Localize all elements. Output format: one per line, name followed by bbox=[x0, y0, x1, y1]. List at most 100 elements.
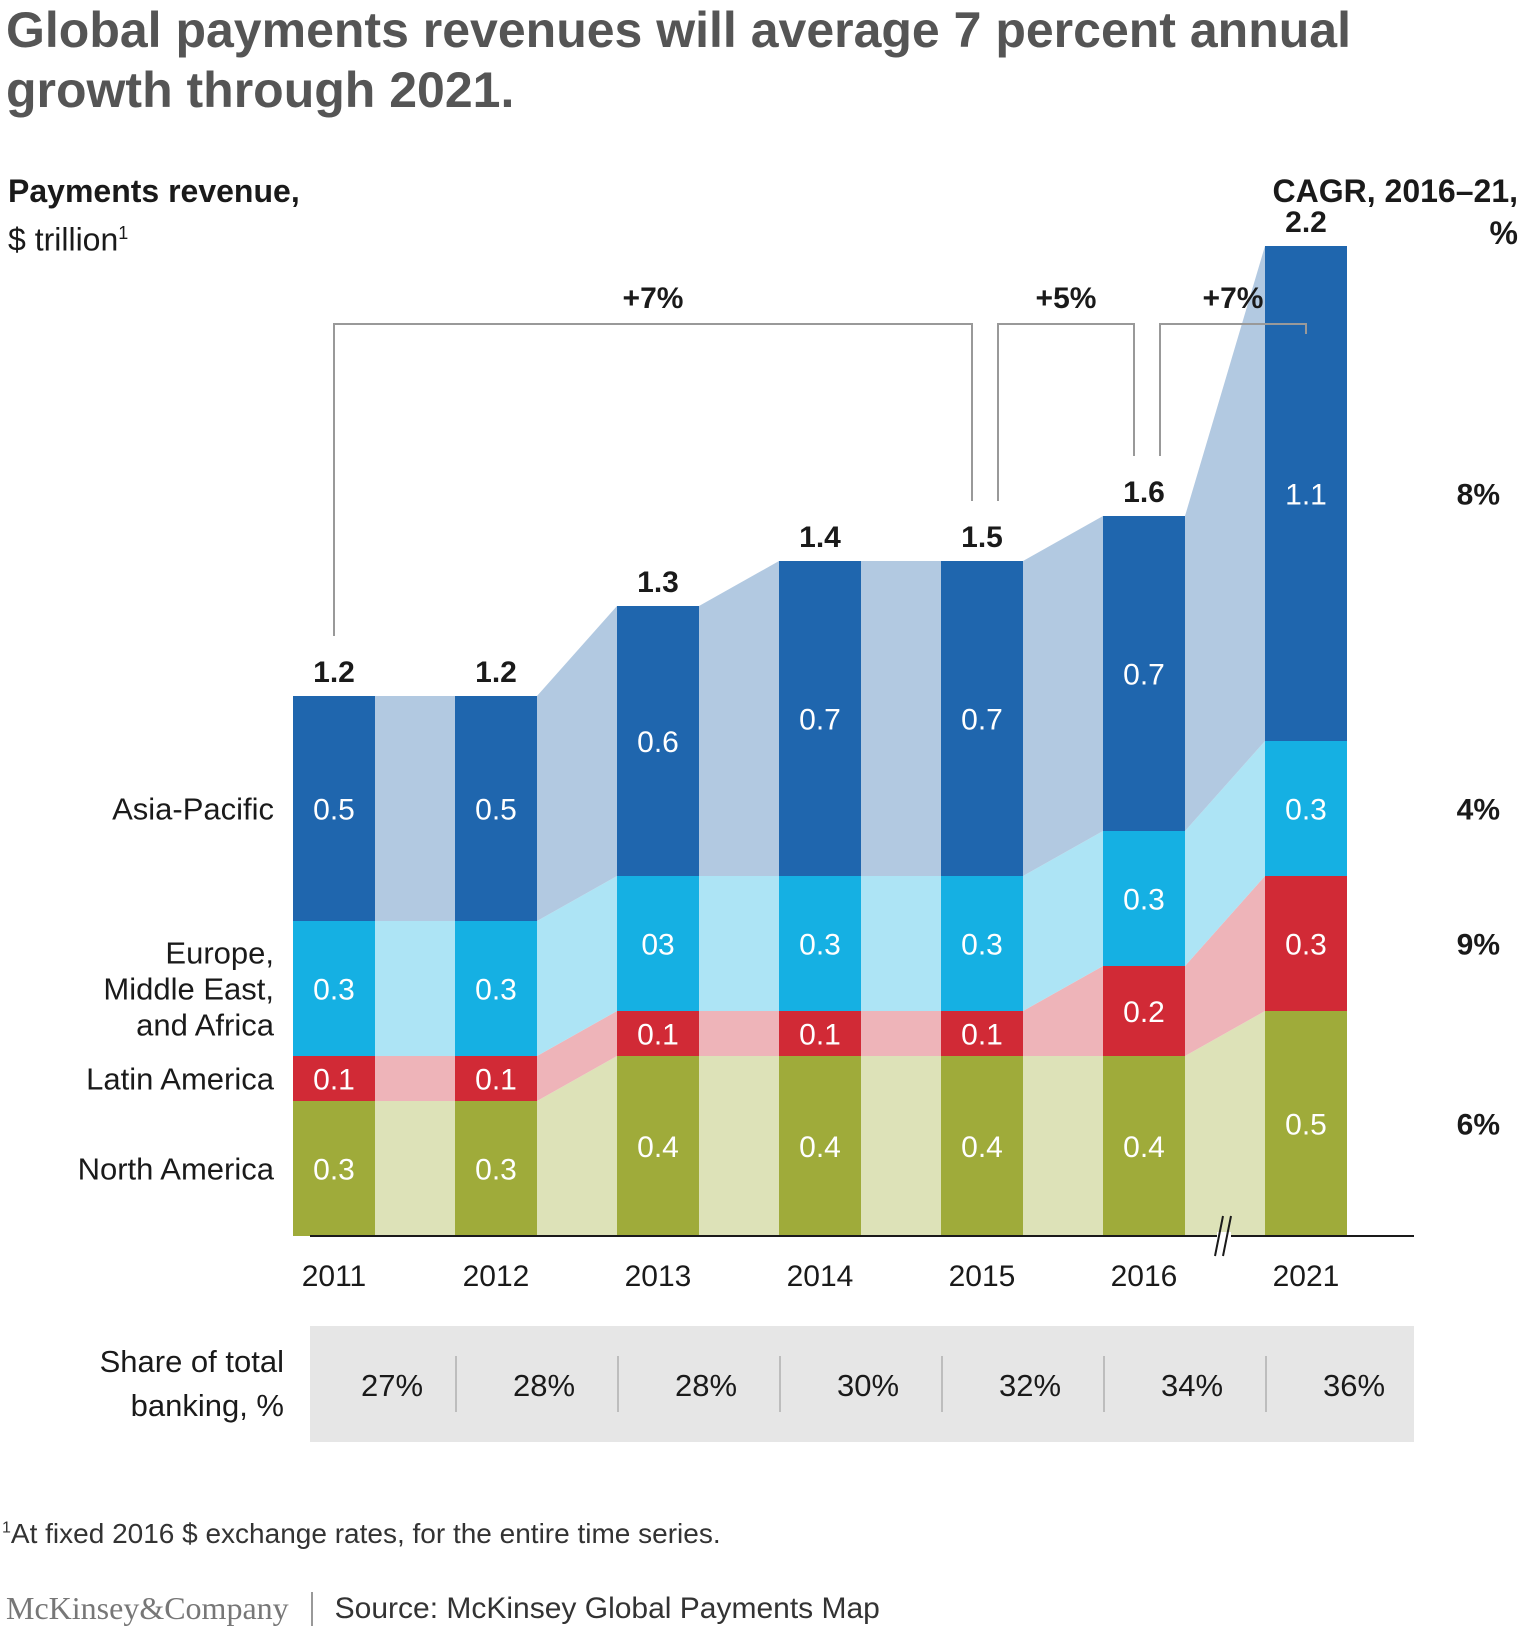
cagr-latin-america: 9% bbox=[1457, 929, 1500, 962]
share-table-background bbox=[310, 1326, 1414, 1442]
footer: McKinsey&Company Source: McKinsey Global… bbox=[6, 1590, 880, 1627]
band-latin-america-2015 bbox=[1023, 966, 1103, 1056]
share-value-2016: 34% bbox=[1161, 1368, 1223, 1403]
axis-break-mark bbox=[1222, 1215, 1232, 1257]
band-latin-america-2016 bbox=[1185, 876, 1265, 1056]
bar-latin-america-2012 bbox=[455, 1056, 537, 1101]
cagr-north-america: 6% bbox=[1457, 1109, 1500, 1142]
data-label-north-america-2013: 0.4 bbox=[637, 1131, 679, 1164]
bar-latin-america-2013 bbox=[617, 1011, 699, 1056]
data-label-north-america-2016: 0.4 bbox=[1123, 1131, 1165, 1164]
growth-bracket bbox=[997, 323, 1135, 501]
band-asia-pacific-2012 bbox=[537, 606, 617, 921]
source-text: Source: McKinsey Global Payments Map bbox=[334, 1591, 880, 1625]
axis-break-mark bbox=[1214, 1215, 1224, 1257]
bar-europe--2012 bbox=[455, 921, 537, 1056]
footer-divider bbox=[310, 1591, 313, 1626]
bar-asia-pacific-2012 bbox=[455, 696, 537, 921]
bar-north-america-2013 bbox=[617, 1056, 699, 1236]
bar-europe--2015 bbox=[941, 876, 1023, 1011]
data-label-europe--2011: 0.3 bbox=[313, 974, 355, 1007]
band-asia-pacific-2013 bbox=[699, 561, 779, 876]
band-north-america-2012 bbox=[537, 1056, 617, 1236]
bar-north-america-2014 bbox=[779, 1056, 861, 1236]
bar-north-america-2011 bbox=[293, 1101, 375, 1236]
data-label-north-america-2015: 0.4 bbox=[961, 1131, 1003, 1164]
band-asia-pacific-2011 bbox=[375, 696, 455, 921]
legend-asia-pacific: Asia-Pacific bbox=[112, 792, 274, 827]
total-label-2011: 1.2 bbox=[313, 656, 355, 689]
bar-asia-pacific-2016 bbox=[1103, 516, 1185, 831]
legend-latin-america: Latin America bbox=[86, 1062, 275, 1097]
share-table-label: banking, % bbox=[131, 1388, 284, 1423]
y-axis-label: Payments revenue, $ trillion1 bbox=[8, 170, 300, 261]
legend-north-america: North America bbox=[78, 1152, 275, 1187]
data-label-north-america-2012: 0.3 bbox=[475, 1154, 517, 1187]
data-label-asia-pacific-2013: 0.6 bbox=[637, 726, 679, 759]
total-label-2012: 1.2 bbox=[475, 656, 517, 689]
bar-latin-america-2015 bbox=[941, 1011, 1023, 1056]
data-label-latin-america-2014: 0.1 bbox=[799, 1019, 841, 1052]
bar-europe--2021 bbox=[1265, 741, 1347, 876]
legend-europe-: Europe, bbox=[165, 936, 274, 971]
brand-logo: McKinsey&Company bbox=[6, 1590, 289, 1626]
band-latin-america-2012 bbox=[537, 1011, 617, 1101]
data-label-asia-pacific-2021: 1.1 bbox=[1285, 479, 1327, 512]
data-label-asia-pacific-2015: 0.7 bbox=[961, 704, 1003, 737]
bar-asia-pacific-2013 bbox=[617, 606, 699, 876]
x-tick-2013: 2013 bbox=[625, 1260, 692, 1293]
bar-latin-america-2016 bbox=[1103, 966, 1185, 1056]
total-label-2013: 1.3 bbox=[637, 566, 679, 599]
bar-north-america-2021 bbox=[1265, 1011, 1347, 1236]
x-tick-2012: 2012 bbox=[463, 1260, 530, 1293]
share-value-2013: 28% bbox=[675, 1368, 737, 1403]
footnote-mark: 1 bbox=[2, 1519, 11, 1537]
data-label-europe--2014: 0.3 bbox=[799, 929, 841, 962]
bar-asia-pacific-2015 bbox=[941, 561, 1023, 876]
growth-label: +7% bbox=[623, 282, 684, 315]
band-north-america-2011 bbox=[375, 1101, 455, 1236]
band-north-america-2013 bbox=[699, 1056, 779, 1236]
cagr-europe-: 4% bbox=[1457, 794, 1500, 827]
bar-latin-america-2014 bbox=[779, 1011, 861, 1056]
x-tick-2011: 2011 bbox=[302, 1260, 367, 1293]
bar-north-america-2016 bbox=[1103, 1056, 1185, 1236]
total-label-2014: 1.4 bbox=[799, 521, 841, 554]
data-label-latin-america-2012: 0.1 bbox=[475, 1064, 517, 1097]
bar-europe--2014 bbox=[779, 876, 861, 1011]
band-asia-pacific-2015 bbox=[1023, 516, 1103, 876]
x-tick-2014: 2014 bbox=[787, 1260, 854, 1293]
band-north-america-2015 bbox=[1023, 1056, 1103, 1236]
data-label-north-america-2014: 0.4 bbox=[799, 1131, 841, 1164]
bar-north-america-2015 bbox=[941, 1056, 1023, 1236]
growth-bracket bbox=[1159, 323, 1307, 456]
growth-label: +5% bbox=[1036, 282, 1097, 315]
data-label-latin-america-2015: 0.1 bbox=[961, 1019, 1003, 1052]
growth-bracket bbox=[333, 323, 973, 636]
data-label-europe--2016: 0.3 bbox=[1123, 884, 1165, 917]
legend-europe-: Middle East, bbox=[103, 972, 274, 1007]
y-axis-footnote-mark: 1 bbox=[118, 223, 129, 243]
share-value-2015: 32% bbox=[999, 1368, 1061, 1403]
x-tick-2016: 2016 bbox=[1111, 1260, 1178, 1293]
x-tick-2021: 2021 bbox=[1273, 1260, 1340, 1293]
band-north-america-2016 bbox=[1185, 1011, 1265, 1236]
bar-latin-america-2011 bbox=[293, 1056, 375, 1101]
cagr-label: CAGR, 2016–21, % bbox=[1273, 170, 1518, 254]
bar-asia-pacific-2011 bbox=[293, 696, 375, 921]
data-label-north-america-2021: 0.5 bbox=[1285, 1109, 1327, 1142]
band-europe--2014 bbox=[861, 876, 941, 1011]
growth-label: +7% bbox=[1203, 282, 1264, 315]
band-europe--2011 bbox=[375, 921, 455, 1056]
bar-asia-pacific-2014 bbox=[779, 561, 861, 876]
footnote-text: At fixed 2016 $ exchange rates, for the … bbox=[10, 1518, 721, 1549]
total-label-2016: 1.6 bbox=[1123, 476, 1165, 509]
data-label-latin-america-2016: 0.2 bbox=[1123, 996, 1165, 1029]
share-value-2012: 28% bbox=[513, 1368, 575, 1403]
footnote: 1At fixed 2016 $ exchange rates, for the… bbox=[2, 1518, 721, 1550]
band-north-america-2014 bbox=[861, 1056, 941, 1236]
cagr-asia-pacific: 8% bbox=[1457, 479, 1500, 512]
data-label-latin-america-2011: 0.1 bbox=[313, 1064, 355, 1097]
band-latin-america-2011 bbox=[375, 1056, 455, 1101]
share-value-2021: 36% bbox=[1323, 1368, 1385, 1403]
